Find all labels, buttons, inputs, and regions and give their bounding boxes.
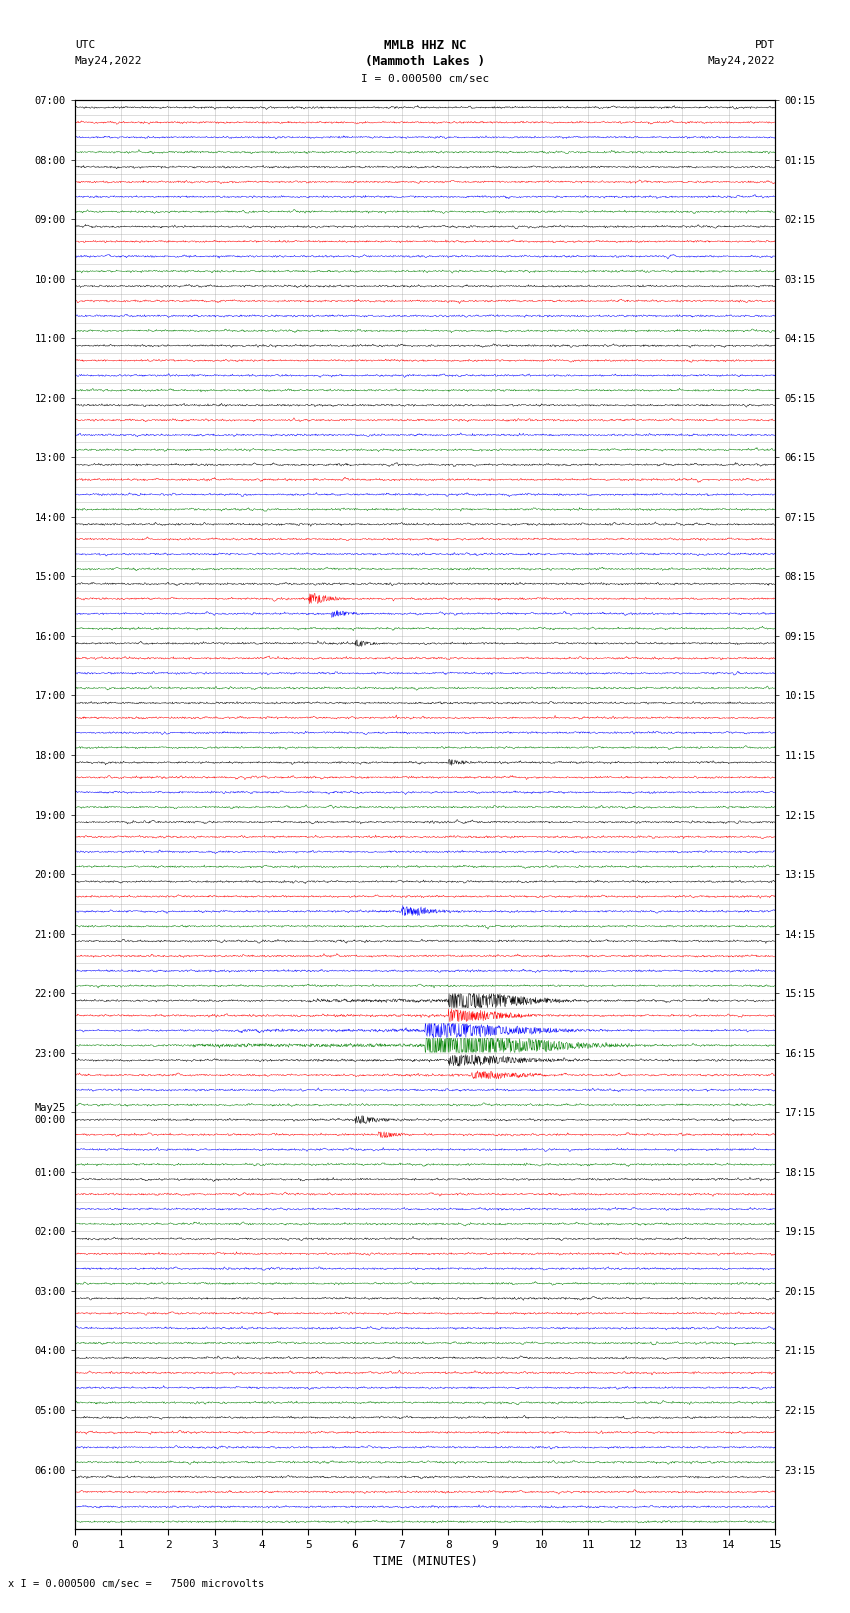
Text: (Mammoth Lakes ): (Mammoth Lakes ): [365, 55, 485, 68]
Text: x I = 0.000500 cm/sec =   7500 microvolts: x I = 0.000500 cm/sec = 7500 microvolts: [8, 1579, 264, 1589]
Text: May24,2022: May24,2022: [75, 56, 142, 66]
Text: MMLB HHZ NC: MMLB HHZ NC: [383, 39, 467, 52]
Text: UTC: UTC: [75, 40, 95, 50]
Text: I = 0.000500 cm/sec: I = 0.000500 cm/sec: [361, 74, 489, 84]
Text: PDT: PDT: [755, 40, 775, 50]
X-axis label: TIME (MINUTES): TIME (MINUTES): [372, 1555, 478, 1568]
Text: May24,2022: May24,2022: [708, 56, 775, 66]
